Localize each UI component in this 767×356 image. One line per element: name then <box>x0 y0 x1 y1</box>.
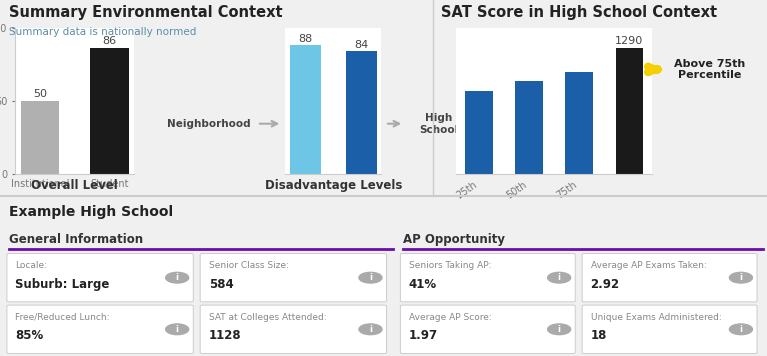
Text: Overall Level: Overall Level <box>31 179 118 192</box>
Text: i: i <box>558 325 561 334</box>
Text: Senior Class Size:: Senior Class Size: <box>209 261 288 270</box>
Text: Disadvantage Levels: Disadvantage Levels <box>265 179 402 192</box>
Bar <box>565 72 593 174</box>
Text: Summary Environmental Context: Summary Environmental Context <box>9 5 283 20</box>
Text: Summary data is nationally normed: Summary data is nationally normed <box>9 27 196 37</box>
Text: Locale:: Locale: <box>15 261 48 270</box>
Text: i: i <box>176 273 179 282</box>
Text: 84: 84 <box>354 40 368 49</box>
Bar <box>290 45 321 174</box>
Text: i: i <box>176 325 179 334</box>
Text: 18: 18 <box>591 329 607 342</box>
Text: Average AP Score:: Average AP Score: <box>409 313 492 321</box>
Text: i: i <box>369 273 372 282</box>
Bar <box>346 51 377 174</box>
Text: 88: 88 <box>298 34 312 44</box>
Bar <box>466 91 493 174</box>
Text: General Information: General Information <box>9 233 143 246</box>
Text: High
School: High School <box>420 113 459 135</box>
Text: Free/Reduced Lunch:: Free/Reduced Lunch: <box>15 313 110 321</box>
Text: Suburb: Large: Suburb: Large <box>15 278 110 291</box>
Text: 2.92: 2.92 <box>591 278 620 291</box>
Text: i: i <box>558 273 561 282</box>
Text: SAT at Colleges Attended:: SAT at Colleges Attended: <box>209 313 326 321</box>
Bar <box>515 82 543 174</box>
Text: Seniors Taking AP:: Seniors Taking AP: <box>409 261 492 270</box>
Text: 86: 86 <box>103 36 117 46</box>
Bar <box>91 48 129 174</box>
Text: Above 75th
Percentile: Above 75th Percentile <box>674 59 746 80</box>
Text: 50: 50 <box>33 89 47 99</box>
Text: 584: 584 <box>209 278 233 291</box>
Text: Average AP Exams Taken:: Average AP Exams Taken: <box>591 261 706 270</box>
Text: Example High School: Example High School <box>9 205 173 219</box>
Text: SAT Score in High School Context: SAT Score in High School Context <box>441 5 717 20</box>
Text: 1.97: 1.97 <box>409 329 438 342</box>
Text: AP Opportunity: AP Opportunity <box>403 233 505 246</box>
Text: i: i <box>739 273 742 282</box>
Bar <box>615 48 643 174</box>
Text: 85%: 85% <box>15 329 44 342</box>
Text: 1290: 1290 <box>615 36 644 46</box>
Text: 1128: 1128 <box>209 329 242 342</box>
Text: i: i <box>369 325 372 334</box>
Text: 41%: 41% <box>409 278 437 291</box>
Text: Unique Exams Administered:: Unique Exams Administered: <box>591 313 721 321</box>
Text: i: i <box>739 325 742 334</box>
Bar <box>21 101 59 174</box>
Text: Neighborhood: Neighborhood <box>167 119 251 129</box>
